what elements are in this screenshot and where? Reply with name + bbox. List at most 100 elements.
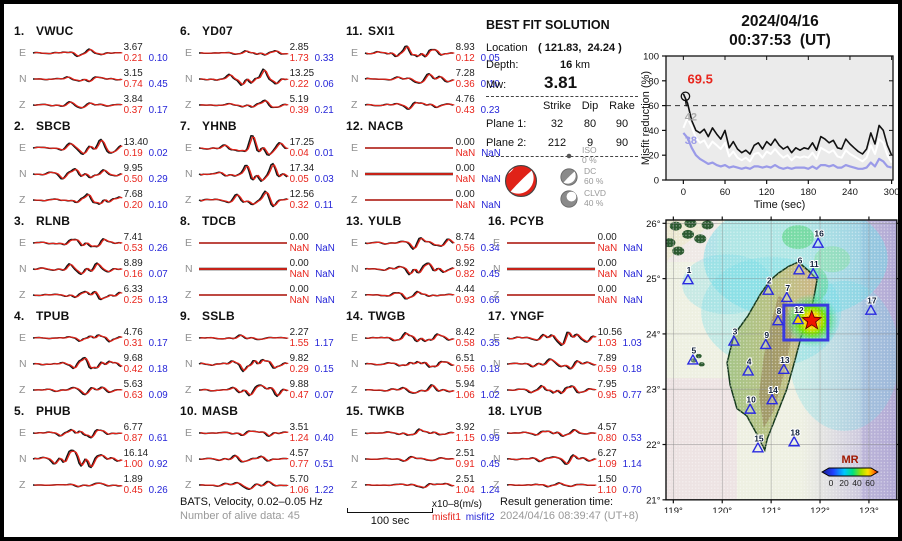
misfit1-value: 1.06 <box>455 390 475 401</box>
svg-text:5: 5 <box>692 345 697 355</box>
waveform-row: E 0.00 NaN NaN <box>346 135 510 161</box>
station-number: 18. <box>488 404 506 418</box>
waveform-plot <box>364 147 453 149</box>
waveform-row: N 0.00 NaN NaN <box>488 256 652 282</box>
misfit2-value: 0.17 <box>148 338 168 349</box>
component-label: N <box>19 358 27 370</box>
misfit1-value: 0.42 <box>123 364 143 375</box>
misfit1-value: 0.39 <box>289 105 309 116</box>
waveform-values: 2.51 1.04 1.24 <box>453 474 510 496</box>
waveform-row: E 4.57 0.80 0.53 <box>488 420 652 446</box>
component-label: E <box>185 332 193 344</box>
misfit1-value: 0.29 <box>289 364 309 375</box>
location-value: ( 121.83, 24.24 ) <box>538 42 622 54</box>
iso-dot-icon <box>566 153 572 158</box>
alive-data-count: Number of alive data: 45 <box>180 510 300 522</box>
misfit1-value: NaN <box>289 243 310 254</box>
component-label: Z <box>351 479 358 491</box>
misfit2-value: 0.77 <box>622 390 642 401</box>
station-panel-VWUC: 1. VWUC E 3.67 0.21 0.10 N 3.15 0.74 0.45 Z 3.84 0.3… <box>14 24 178 118</box>
rake-header: Rake <box>609 100 635 112</box>
misfit1-value: 0.20 <box>123 200 143 211</box>
waveform-plot <box>198 430 288 438</box>
best-fit-solution-panel: BEST FIT SOLUTION Location ( 121.83, 24.2… <box>486 18 648 220</box>
waveform-values: 9.82 0.29 0.15 <box>287 353 344 375</box>
strike-header: Strike <box>542 100 572 112</box>
misfit1-value: 0.32 <box>289 200 309 211</box>
plane2-label: Plane 2: <box>486 137 527 149</box>
svg-text:80: 80 <box>648 76 659 87</box>
misfit1-value: 1.10 <box>597 485 617 496</box>
misfit1-value: NaN <box>289 295 310 306</box>
station-number: 15. <box>346 404 364 418</box>
misfit2-value: 0.18 <box>480 364 500 375</box>
waveform-row: Z 5.63 0.63 0.09 <box>14 377 178 403</box>
station-code: PCYB <box>510 214 545 228</box>
misfit2-value: 0.03 <box>314 174 334 185</box>
station-number: 7. <box>180 119 191 133</box>
station-code: SXI1 <box>368 24 395 38</box>
station-code: RLNB <box>36 214 71 228</box>
component-label: Z <box>351 99 358 111</box>
waveform-row: Z 7.68 0.20 0.10 <box>14 187 178 213</box>
waveform-values: 1.50 1.10 0.70 <box>595 474 652 496</box>
waveform-values: 0.00 NaN NaN <box>287 284 344 306</box>
mw-value: 3.81 <box>544 73 578 92</box>
waveform-row: E 3.51 1.24 0.40 <box>180 420 344 446</box>
waveform-row: E 4.76 0.31 0.17 <box>14 325 178 351</box>
location-row: Location ( 121.83, 24.24 ) <box>486 42 646 54</box>
misfit1-value: 0.74 <box>123 79 143 90</box>
component-label: Z <box>185 289 192 301</box>
waveform-values: 4.76 0.43 0.23 <box>453 94 510 116</box>
waveform-values: 0.00 NaN NaN <box>595 258 652 280</box>
waveform-values: 13.40 0.19 0.02 <box>121 137 178 159</box>
misfit2-value: 0.07 <box>314 390 334 401</box>
result-label: Result generation time: <box>500 496 614 508</box>
station-number: 2. <box>14 119 25 133</box>
waveform-plot <box>198 358 289 373</box>
station-number: 16. <box>488 214 506 228</box>
waveform-values: 17.25 0.04 0.01 <box>287 137 344 159</box>
station-header: 1. VWUC <box>14 24 178 40</box>
svg-text:3: 3 <box>733 327 738 337</box>
epicenter-star-icon <box>801 309 823 330</box>
waveform-row: Z 6.33 0.25 0.13 <box>14 282 178 308</box>
misfit1-value: NaN <box>597 243 618 254</box>
waveform-values: 7.95 0.95 0.77 <box>595 379 652 401</box>
svg-text:24°: 24° <box>646 329 661 340</box>
misfit2-value: 0.66 <box>480 295 500 306</box>
misfit2-value: 0.23 <box>480 105 500 116</box>
station-panel-SXI1: 11. SXI1 E 8.93 0.12 0.05 N 7.28 0.36 0.10 Z 4.76 0.… <box>346 24 510 118</box>
svg-text:0: 0 <box>654 176 659 187</box>
waveform-row: Z 7.95 0.95 0.77 <box>488 377 652 403</box>
misfit1-value: 0.47 <box>289 390 309 401</box>
waveform-plot <box>198 68 288 86</box>
misfit1-value: 0.12 <box>455 53 475 64</box>
misfit1-value: NaN <box>455 200 476 211</box>
waveform-plot <box>506 242 595 244</box>
waveform-plot <box>32 167 123 180</box>
misfit2-value: 0.26 <box>148 485 168 496</box>
svg-text:60: 60 <box>720 187 731 198</box>
peak-amplitude: 0.00 <box>455 163 475 174</box>
waveform-values: 13.25 0.22 0.06 <box>287 68 344 90</box>
station-code: PHUB <box>36 404 71 418</box>
waveform-plot <box>364 290 455 300</box>
component-label: E <box>19 237 27 249</box>
misfit2-value: 0.35 <box>480 338 500 349</box>
clvd-component: CLVD 40 % <box>560 188 606 208</box>
component-label: Z <box>19 289 26 301</box>
station-triangle-icon <box>681 273 695 285</box>
peak-amplitude: 16.14 <box>123 448 149 459</box>
misfit1-value: 0.16 <box>123 269 143 280</box>
station-panel-TWGB: 14. TWGB E 8.42 0.58 0.35 N 6.51 0.56 0.18 Z 5.94 1.… <box>346 309 510 403</box>
component-label: N <box>185 168 193 180</box>
dataset-info: BATS, Velocity, 0.02–0.05 Hz Number of a… <box>180 495 323 523</box>
location-label: Location <box>486 42 528 54</box>
station-triangle-icon <box>806 267 820 279</box>
station-code: LYUB <box>510 404 543 418</box>
result-value: 2024/04/16 08:39:47 (UT+8) <box>500 510 639 522</box>
component-label: Z <box>351 194 358 206</box>
table-divider-bottom <box>486 156 638 157</box>
misfit2-value: 0.45 <box>148 79 168 90</box>
